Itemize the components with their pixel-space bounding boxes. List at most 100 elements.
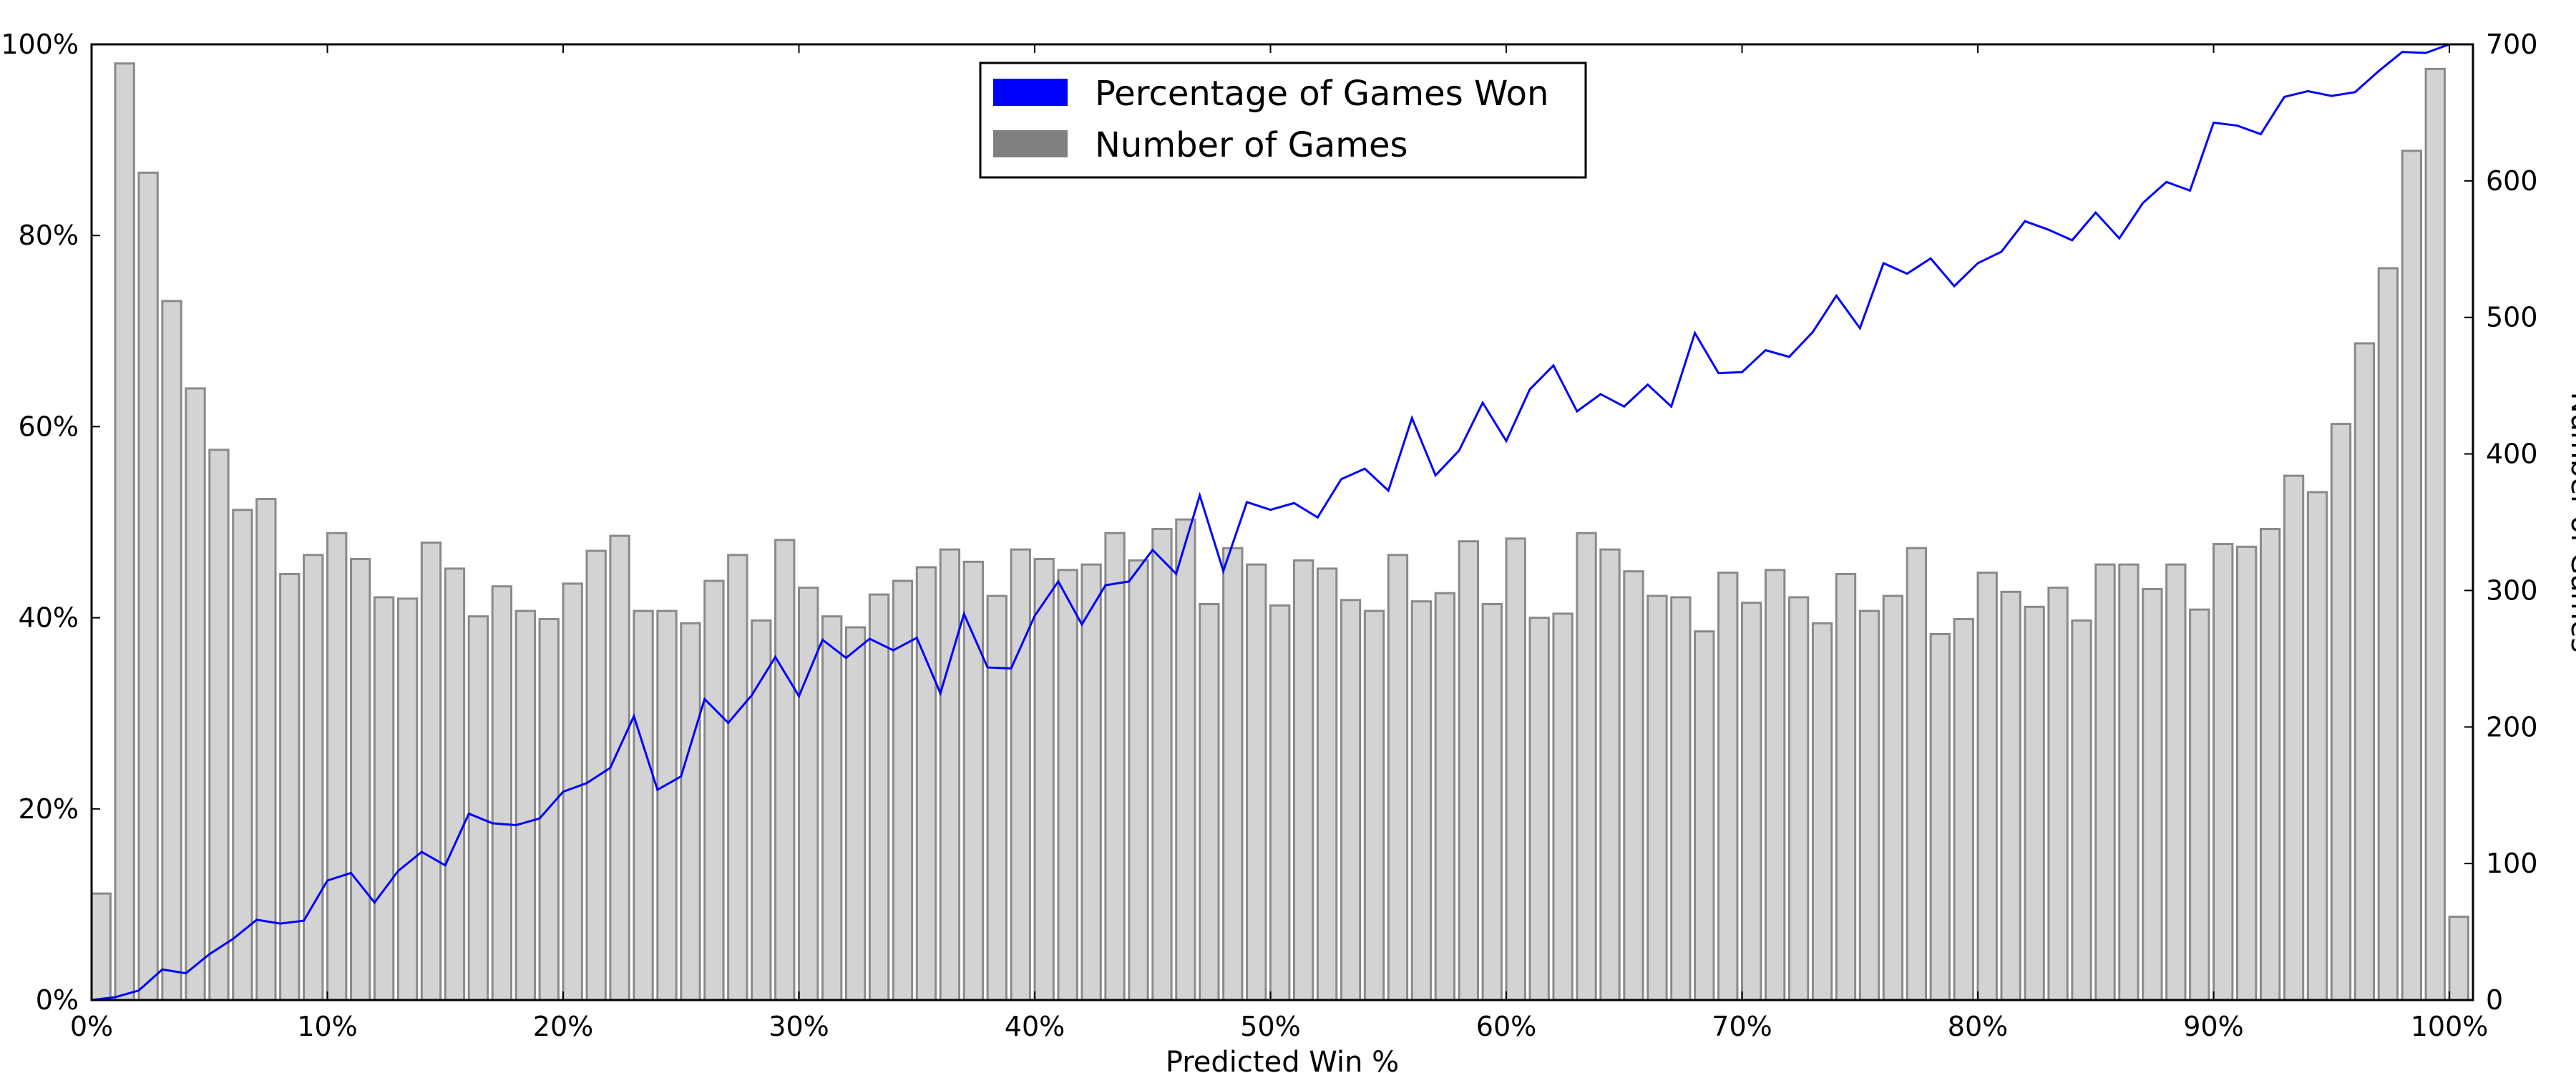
bar <box>2071 619 2092 1001</box>
y-right-tick-label: 0 <box>2486 984 2503 1016</box>
bar <box>161 300 182 1001</box>
y-left-tick-label: 20% <box>19 793 79 825</box>
win-line-layer <box>91 43 2450 1001</box>
bar <box>1080 563 1102 1001</box>
legend-swatch-win <box>993 79 1068 106</box>
bar <box>2448 916 2469 1001</box>
bar <box>1222 547 1244 1001</box>
bar <box>1670 596 1692 1001</box>
bar <box>1458 540 1479 1001</box>
bar <box>1623 570 1644 1001</box>
y-left-tick-label: 100% <box>1 29 79 60</box>
x-tick-label: 10% <box>297 1011 357 1042</box>
bar <box>1340 599 1362 1001</box>
bars-layer <box>90 62 2469 1001</box>
bar <box>279 573 301 1001</box>
bar <box>1599 548 1621 1001</box>
bar <box>1363 609 1385 1001</box>
bar <box>727 554 748 1001</box>
bar <box>1906 547 1928 1001</box>
y-right-tick-label: 100 <box>2486 848 2538 879</box>
bar <box>774 539 796 1001</box>
bar <box>1292 559 1314 1001</box>
bar <box>2047 587 2069 1001</box>
bar <box>1246 563 1267 1001</box>
bar <box>2189 608 2210 1001</box>
bar <box>703 579 725 1001</box>
bar <box>2306 491 2328 1001</box>
bar <box>114 62 135 1001</box>
x-tick-label: 70% <box>1712 1011 1772 1042</box>
bar <box>1505 537 1526 1001</box>
x-tick-label: 20% <box>533 1011 593 1042</box>
bar <box>349 558 371 1001</box>
bar <box>585 549 607 1001</box>
bar <box>1694 630 1715 1001</box>
bar <box>1033 558 1055 1001</box>
x-tick-label: 0% <box>70 1011 113 1042</box>
y-right-tick-label: 400 <box>2486 438 2538 470</box>
bar <box>1199 603 1220 1001</box>
bar <box>2401 150 2423 1001</box>
bar <box>1882 594 1904 1001</box>
bar <box>962 560 985 1001</box>
y-left-tick-label: 80% <box>19 220 79 251</box>
y-axis-right: 0 100 200 300 400 500 600 700 <box>2464 29 2538 1016</box>
x-tick-label: 50% <box>1240 1011 1300 1042</box>
bar <box>751 619 772 1001</box>
bar <box>562 582 583 1001</box>
win-percentage-line <box>91 43 2450 1001</box>
bar <box>2283 474 2305 1001</box>
bar <box>986 594 1008 1001</box>
bar <box>1858 609 1880 1001</box>
bar <box>1576 531 1597 1001</box>
bar <box>1717 572 1739 1001</box>
legend-label-win: Percentage of Games Won <box>1095 74 1548 114</box>
bar <box>1741 602 1762 1001</box>
y-left-tick-label: 0% <box>36 984 79 1016</box>
legend-label-games: Number of Games <box>1095 125 1408 165</box>
bar <box>1646 594 1668 1001</box>
bar <box>1835 573 1857 1001</box>
bar <box>2094 563 2116 1001</box>
bar <box>208 449 230 1001</box>
x-tick-label: 90% <box>2183 1011 2243 1042</box>
y-right-tick-label: 300 <box>2486 574 2538 606</box>
bar <box>2235 545 2258 1001</box>
bar <box>1316 567 1338 1001</box>
bar <box>656 609 678 1001</box>
bar <box>1151 528 1173 1001</box>
bar <box>939 548 961 1001</box>
x-tick-label: 100% <box>2411 1011 2489 1042</box>
bar <box>1552 612 1574 1001</box>
y-right-tick-label: 600 <box>2486 165 2538 197</box>
bar <box>185 387 206 1001</box>
y-axis-left: 0% 20% 40% 60% 80% 100% <box>1 29 100 1016</box>
x-tick-label: 40% <box>1005 1011 1065 1042</box>
bar <box>326 531 348 1001</box>
plot-frame <box>90 43 2474 1001</box>
bar <box>821 615 843 1001</box>
bar <box>1128 559 1149 1001</box>
bar <box>1387 554 1409 1001</box>
bar <box>1410 600 1433 1001</box>
bar <box>1764 569 1786 1001</box>
bar <box>609 534 630 1001</box>
y-right-tick-label: 500 <box>2486 302 2538 333</box>
bar <box>373 596 395 1001</box>
legend-box <box>979 62 1587 179</box>
bar <box>1929 633 1951 1001</box>
bar <box>915 566 937 1001</box>
bar <box>137 171 159 1001</box>
bar <box>255 498 277 1001</box>
y-right-axis-title: Number of Games <box>2565 392 2576 653</box>
bar <box>1976 572 1998 1001</box>
x-tick-label: 60% <box>1476 1011 1536 1042</box>
bar <box>2024 605 2045 1001</box>
bar <box>2259 528 2281 1001</box>
x-axis: 0% 10% 20% 30% 40% 50% 60% 70% 80% 90% 100% <box>70 44 2489 1042</box>
bar <box>798 587 819 1001</box>
y-right-tick-label: 700 <box>2486 29 2538 60</box>
bar <box>420 542 442 1001</box>
